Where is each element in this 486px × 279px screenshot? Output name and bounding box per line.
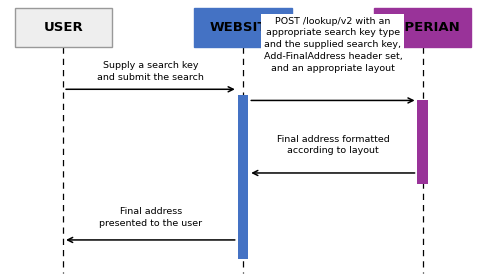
FancyBboxPatch shape — [417, 100, 428, 184]
FancyBboxPatch shape — [15, 8, 112, 47]
FancyBboxPatch shape — [194, 8, 292, 47]
Text: Final address
presented to the user: Final address presented to the user — [99, 207, 202, 228]
Text: EXPERIAN: EXPERIAN — [385, 21, 460, 34]
FancyBboxPatch shape — [374, 8, 471, 47]
Text: WEBSITE: WEBSITE — [209, 21, 277, 34]
FancyBboxPatch shape — [238, 95, 248, 259]
Text: POST /lookup/v2 with an
appropriate search key type
and the supplied search key,: POST /lookup/v2 with an appropriate sear… — [263, 16, 402, 73]
Text: Final address formatted
according to layout: Final address formatted according to lay… — [277, 135, 389, 155]
Text: Supply a search key
and submit the search: Supply a search key and submit the searc… — [97, 61, 204, 81]
Text: USER: USER — [43, 21, 83, 34]
